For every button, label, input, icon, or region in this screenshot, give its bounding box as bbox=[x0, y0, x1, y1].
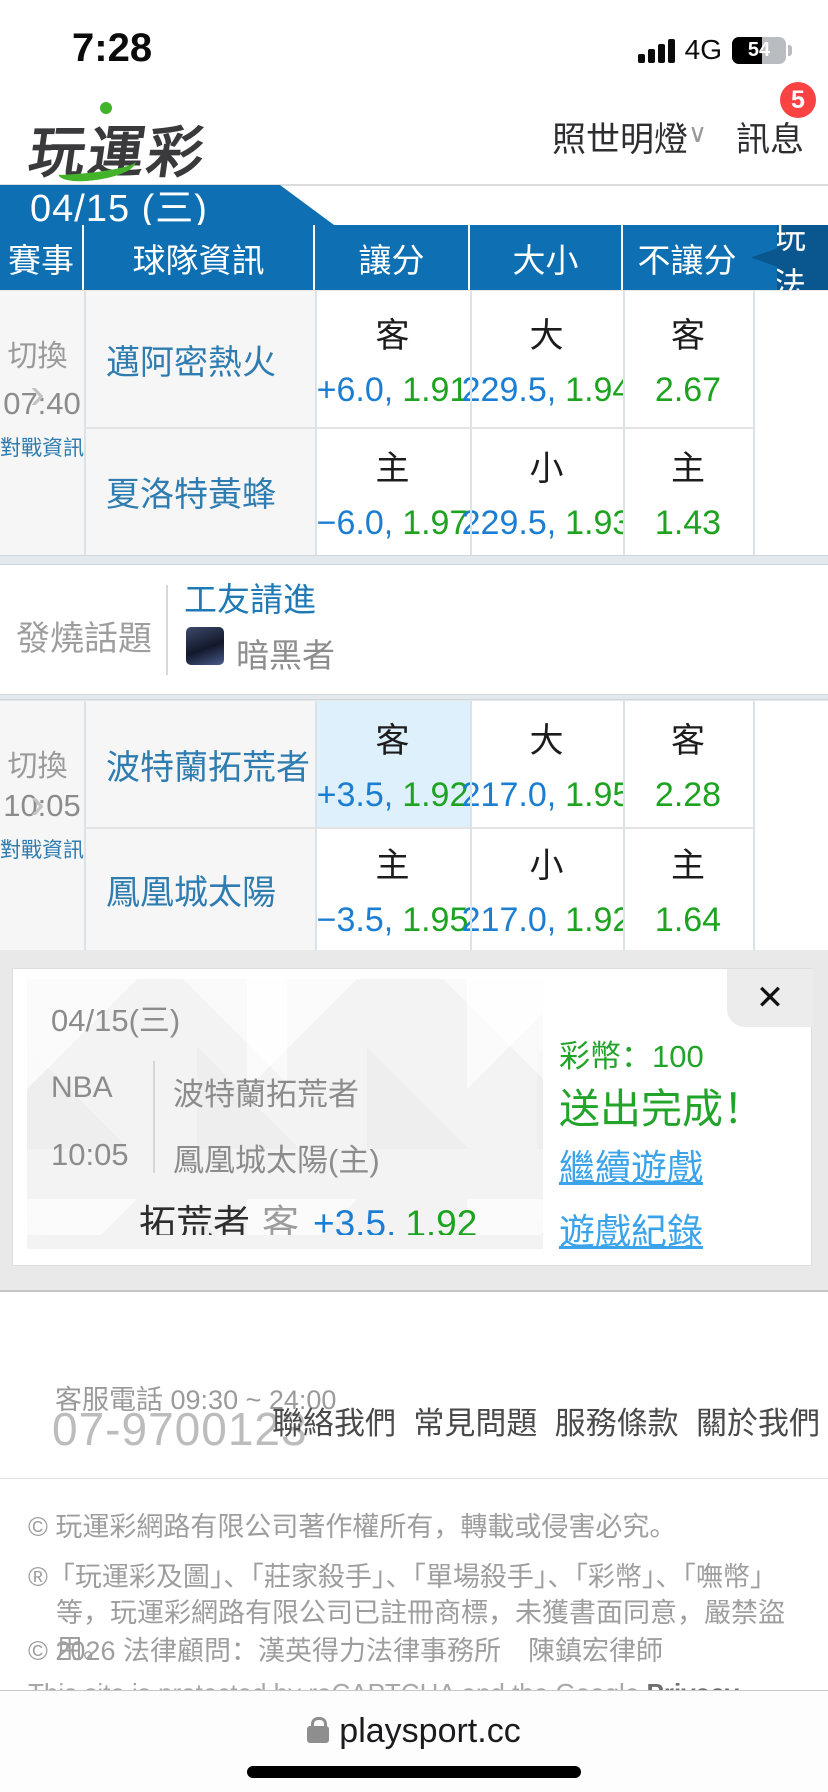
matchup-info-link[interactable]: 對戰資訊 bbox=[0, 839, 84, 862]
chevron-down-icon[interactable]: ∨ bbox=[688, 118, 708, 148]
game-time: 10:05 bbox=[3, 788, 81, 823]
handicap-home-cell[interactable]: 主 −3.5, 1.95 bbox=[315, 827, 470, 951]
moneyline-away-cell[interactable]: 客 2.28 bbox=[623, 701, 753, 827]
bet-slip-card: 04/15(三) NBA 10:05 波特蘭拓荒者 鳳凰城太陽(主) 拓荒者客 +… bbox=[12, 968, 813, 1266]
footer-link-contact[interactable]: 聯絡我們 bbox=[272, 1406, 396, 1441]
chevron-right-icon: › bbox=[30, 779, 45, 828]
coins-amount: 彩幣：100 bbox=[559, 1039, 704, 1074]
date-tab-label: 04/15 (三) bbox=[30, 188, 208, 225]
close-icon: ✕ bbox=[755, 979, 785, 1017]
status-time: 7:28 bbox=[72, 26, 153, 70]
footer-link-faq[interactable]: 常見問題 bbox=[413, 1406, 538, 1441]
team-home[interactable]: 鳳凰城太陽 bbox=[84, 827, 315, 951]
close-button[interactable]: ✕ bbox=[727, 969, 813, 1027]
chevron-right-icon: › bbox=[30, 369, 45, 418]
hot-topic-user-link[interactable]: 暗黑者 bbox=[236, 637, 335, 674]
footer-link-terms[interactable]: 服務條款 bbox=[554, 1406, 679, 1441]
divider bbox=[0, 1478, 828, 1479]
section-divider bbox=[0, 694, 828, 700]
continue-game-link[interactable]: 繼續遊戲 bbox=[559, 1147, 704, 1188]
divider bbox=[166, 585, 168, 675]
moneyline-away-cell[interactable]: 客 2.67 bbox=[623, 291, 753, 427]
col-header-handicap: 讓分 bbox=[315, 225, 470, 290]
divider bbox=[153, 1061, 155, 1173]
hot-topics-label: 發燒話題 bbox=[16, 620, 152, 658]
bet-ticket: 04/15(三) NBA 10:05 波特蘭拓荒者 鳳凰城太陽(主) 拓荒者客 +… bbox=[27, 979, 543, 1249]
hot-topics-section: 發燒話題 工友請進 暗黑者 bbox=[0, 565, 828, 694]
game-time: 07:40 bbox=[3, 385, 81, 421]
home-indicator bbox=[247, 1766, 581, 1778]
copyright-line-1: © 玩運彩網路有限公司著作權所有，轉載或侵害必究。 bbox=[28, 1512, 677, 1542]
service-phone-number: 07-9700123 bbox=[52, 1403, 308, 1455]
status-icons: 4G 54 bbox=[637, 34, 792, 66]
battery-nub-icon bbox=[788, 44, 792, 56]
col-header-total: 大小 bbox=[470, 225, 623, 290]
signal-icon bbox=[637, 37, 675, 63]
total-under-cell[interactable]: 小 217.0, 1.92 bbox=[462, 827, 631, 951]
logo-dot-icon bbox=[100, 102, 112, 114]
footer-links: 聯絡我們 常見問題 服務條款 關於我們 bbox=[272, 1398, 820, 1443]
team-away[interactable]: 波特蘭拓荒者 bbox=[84, 701, 315, 827]
event-cell: 10:05 對戰資訊 bbox=[0, 701, 84, 951]
handicap-home-cell[interactable]: 主 −6.0, 1.97 bbox=[315, 427, 470, 556]
site-url: playsport.cc bbox=[339, 1712, 521, 1750]
ticket-pick: 拓荒者客 +3.5, 1.92 bbox=[139, 1203, 478, 1244]
copyright-line-3: © 2026 法律顧問：漢英得力法律事務所 陳鎮宏律師 bbox=[28, 1636, 663, 1666]
nav-messages[interactable]: 訊息 bbox=[736, 121, 804, 159]
battery-percent: 54 bbox=[747, 38, 771, 61]
event-cell: 07:40 對戰資訊 bbox=[0, 291, 84, 556]
matchup-info-link[interactable]: 對戰資訊 bbox=[0, 436, 84, 460]
moneyline-home-cell[interactable]: 主 1.43 bbox=[623, 427, 753, 556]
site-header bbox=[0, 100, 828, 186]
handicap-away-cell[interactable]: 客 +6.0, 1.91 bbox=[315, 291, 470, 427]
game-block-1: 07:40 對戰資訊 邁阿密熱火 夏洛特黃蜂 客 +6.0, 1.91 大 229… bbox=[0, 290, 828, 556]
ticket-away-team: 波特蘭拓荒者 bbox=[173, 1077, 359, 1112]
switch-play-type[interactable]: 切換 › bbox=[7, 750, 68, 828]
site-logo[interactable]: 玩運彩 bbox=[25, 121, 211, 184]
moneyline-home-cell[interactable]: 主 1.64 bbox=[623, 827, 753, 951]
total-under-cell[interactable]: 小 229.5, 1.93 bbox=[462, 427, 631, 556]
ticket-time: 10:05 bbox=[51, 1137, 129, 1172]
nav-dropdown[interactable]: 照世明燈 bbox=[552, 121, 688, 159]
switch-play-type[interactable]: 切換 › bbox=[7, 340, 68, 418]
game-block-2: 10:05 對戰資訊 波特蘭拓荒者 鳳凰城太陽 客 +3.5, 1.92 大 21… bbox=[0, 700, 828, 951]
col-header-event: 賽事 bbox=[0, 225, 84, 290]
total-over-cell[interactable]: 大 217.0, 1.95 bbox=[462, 701, 631, 827]
tab-date[interactable]: 04/15 (三) bbox=[0, 185, 334, 225]
service-phone-hours: 客服電話 09:30 ~ 24:00 bbox=[55, 1385, 337, 1415]
ticket-league: NBA bbox=[51, 1071, 113, 1104]
ticket-date: 04/15(三) bbox=[51, 1003, 181, 1038]
team-home[interactable]: 夏洛特黃蜂 bbox=[84, 427, 315, 556]
game-history-link[interactable]: 遊戲紀錄 bbox=[559, 1211, 704, 1252]
ticket-home-team: 鳳凰城太陽(主) bbox=[173, 1143, 380, 1178]
footer-link-about[interactable]: 關於我們 bbox=[695, 1406, 820, 1441]
network-type: 4G bbox=[684, 34, 722, 65]
team-away[interactable]: 邁阿密熱火 bbox=[84, 291, 315, 427]
hot-topic-link[interactable]: 工友請進 bbox=[184, 581, 316, 618]
section-divider bbox=[0, 555, 828, 565]
message-badge: 5 bbox=[780, 82, 816, 118]
lock-icon bbox=[307, 1717, 330, 1743]
submit-success-status: 送出完成！ bbox=[559, 1086, 764, 1132]
col-header-play-type[interactable]: 玩法 bbox=[751, 225, 828, 290]
avatar bbox=[186, 627, 224, 665]
copyright-line-2: ®「玩運彩及圖」、「莊家殺手」、「單場殺手」、「彩幣」、「嘸幣」等，玩運彩網路有… bbox=[28, 1562, 785, 1664]
total-over-cell[interactable]: 大 229.5, 1.94 bbox=[462, 291, 631, 427]
col-header-team-info: 球隊資訊 bbox=[84, 225, 315, 290]
odds-table-header: 賽事 球隊資訊 讓分 大小 不讓分 玩法 bbox=[0, 225, 828, 290]
address-bar[interactable]: playsport.cc bbox=[0, 1712, 828, 1751]
handicap-away-cell-selected[interactable]: 客 +3.5, 1.92 bbox=[315, 701, 470, 827]
battery-icon: 54 bbox=[732, 36, 786, 64]
col-header-moneyline: 不讓分 bbox=[637, 241, 737, 279]
